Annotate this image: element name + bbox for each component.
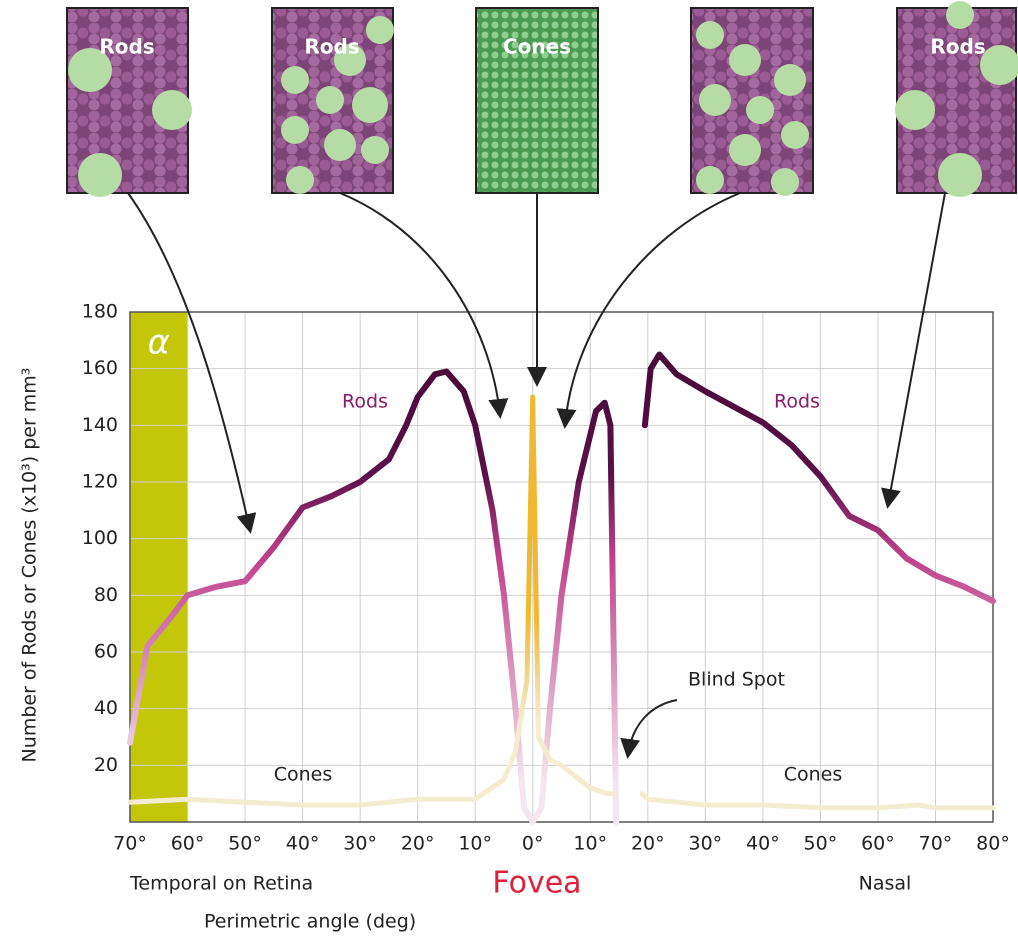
x-tick-label: 10°	[458, 833, 492, 855]
x-tick-label: 80°	[976, 833, 1010, 855]
x-tick-label: 30°	[688, 833, 722, 855]
annotation: Blind Spot	[688, 669, 785, 691]
panel: Rods	[895, 1, 1018, 197]
y-tick-label: 80	[94, 584, 118, 606]
panels: Rods Rods Cones Rods	[67, 1, 1018, 197]
panel-label: Rods	[304, 35, 359, 59]
plot: 20 40 60 80 100 120 140 160 180 70° 60° 50° 40° 30° 20…	[82, 301, 1010, 855]
x-axis-label: Perimetric angle (deg)	[204, 911, 416, 933]
x-tick-label: 50°	[804, 833, 838, 855]
x-tick-label: 20°	[401, 833, 435, 855]
panel-label: Rods	[99, 35, 154, 59]
panel-label: Rods	[930, 35, 985, 59]
y-tick-label: 100	[82, 527, 118, 549]
y-tick-label: 180	[82, 301, 118, 323]
series-label: Cones	[274, 764, 333, 786]
panel	[691, 8, 813, 196]
series-label: Rods	[342, 391, 388, 413]
x-tick-label: 50°	[228, 833, 262, 855]
x-tick-label: 10°	[573, 833, 607, 855]
y-tick-label: 20	[94, 754, 118, 776]
x-tick-label: 40°	[746, 833, 780, 855]
series-label: Rods	[774, 391, 820, 413]
y-axis-label: Number of Rods or Cones (x10³) per mm³	[19, 368, 41, 763]
chart: Rods Rods Cones Rods 20 40 60 80 100 120 140 16…	[0, 0, 1018, 942]
x-tick-label: 0°	[522, 833, 544, 855]
highlight-label: α	[148, 323, 170, 363]
x-tick-label: 60°	[861, 833, 895, 855]
x-tick-label: 20°	[631, 833, 665, 855]
y-tick-label: 60	[94, 641, 118, 663]
y-tick-label: 140	[82, 414, 118, 436]
y-tick-label: 40	[94, 697, 118, 719]
x-tick-label: 30°	[343, 833, 377, 855]
x-tick-label: 70°	[113, 833, 147, 855]
panel: Rods	[272, 8, 394, 194]
x-tick-label: 40°	[286, 833, 320, 855]
region-label: Nasal	[859, 873, 912, 895]
x-tick-label: 60°	[171, 833, 205, 855]
x-tick-label: 70°	[919, 833, 953, 855]
series-label: Cones	[784, 764, 843, 786]
panel: Rods	[67, 8, 192, 197]
y-tick-label: 160	[82, 357, 118, 379]
region-label: Fovea	[492, 866, 581, 901]
panel-label: Cones	[503, 35, 571, 59]
highlight-band	[130, 312, 188, 822]
region-label: Temporal on Retina	[129, 873, 313, 895]
y-tick-label: 120	[82, 471, 118, 493]
panel: Cones	[476, 8, 598, 193]
